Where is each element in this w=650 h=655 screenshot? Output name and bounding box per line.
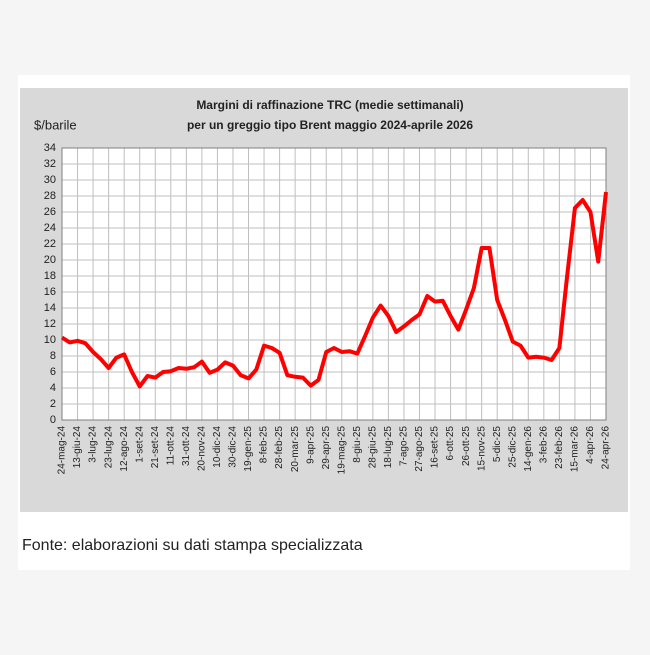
x-tick-label: 12-ago-24 (119, 426, 130, 472)
y-tick-label: 28 (44, 190, 56, 202)
x-tick-label: 28-feb-25 (274, 426, 285, 469)
x-tick-label: 8-giu-25 (352, 426, 363, 463)
x-tick-label: 9-apr-25 (305, 426, 316, 464)
marks (60, 191, 608, 389)
x-tick-label: 20-nov-24 (197, 426, 208, 471)
y-tick-label: 34 (44, 142, 56, 154)
x-tick-label: 6-ott-25 (445, 426, 456, 461)
y-tick-label: 0 (50, 414, 56, 426)
source-note: Fonte: elaborazioni su dati stampa speci… (22, 537, 363, 554)
y-axis-label: $/barile (34, 117, 77, 132)
y-tick-label: 2 (50, 398, 56, 410)
y-tick-label: 20 (44, 254, 56, 266)
x-tick-label: 28-giu-25 (367, 426, 378, 469)
x-tick-label: 15-mar-26 (570, 426, 581, 473)
x-tick-label: 10-dic-24 (212, 426, 223, 468)
y-tick-label: 8 (50, 350, 56, 362)
x-tick-label: 27-ago-25 (414, 426, 425, 472)
plot-border (61, 147, 607, 421)
y-tick-label: 30 (44, 174, 56, 186)
x-tick-label: 16-set-25 (430, 426, 441, 469)
x-tick-label: 7-ago-25 (399, 426, 410, 466)
x-tick-label: 4-apr-26 (585, 426, 596, 464)
x-tick-label: 13-giu-24 (72, 426, 83, 469)
y-tick-label: 4 (50, 382, 56, 394)
x-tick-label: 8-feb-25 (259, 426, 270, 464)
y-tick-label: 6 (50, 366, 56, 378)
x-tick-label: 21-set-24 (150, 426, 161, 469)
y-tick-label: 10 (44, 334, 56, 346)
x-tick-label: 26-ott-25 (461, 426, 472, 466)
x-tick-label: 3-feb-26 (538, 426, 549, 464)
x-tick-label: 23-lug-24 (103, 426, 114, 469)
x-tick-label: 25-dic-25 (507, 426, 518, 468)
x-tick-label: 19-mag-25 (336, 426, 347, 475)
y-tick-label: 14 (44, 302, 56, 314)
y-tick-label: 24 (44, 222, 56, 234)
x-tick-label: 18-lug-25 (383, 426, 394, 469)
x-tick-label: 5-dic-25 (492, 426, 503, 463)
x-tick-label: 19-gen-25 (243, 426, 254, 472)
x-tick-label: 3-lug-24 (88, 426, 99, 463)
plot-area (62, 148, 606, 420)
grid: 024681012141618202224262830323424-mag-24… (44, 142, 612, 474)
y-tick-label: 18 (44, 270, 56, 282)
x-tick-label: 23-feb-26 (554, 426, 565, 469)
x-tick-label: 14-gen-26 (523, 426, 534, 472)
x-tick-label: 30-dic-24 (228, 426, 239, 468)
x-tick-label: 11-ott-24 (165, 426, 176, 466)
y-tick-label: 32 (44, 158, 56, 170)
y-tick-label: 26 (44, 206, 56, 218)
y-tick-label: 16 (44, 286, 56, 298)
chart-subtitle: per un greggio tipo Brent maggio 2024-ap… (187, 118, 473, 132)
chart-title: Margini di raffinazione TRC (medie setti… (196, 98, 463, 112)
x-tick-label: 24-apr-26 (601, 426, 612, 470)
y-tick-label: 12 (44, 318, 56, 330)
y-tick-label: 22 (44, 238, 56, 250)
x-tick-label: 24-mag-24 (57, 426, 68, 475)
x-tick-label: 1-set-24 (134, 426, 145, 463)
x-tick-label: 15-nov-25 (476, 426, 487, 471)
data-line (60, 191, 608, 389)
x-tick-label: 29-apr-25 (321, 426, 332, 470)
x-tick-label: 20-mar-25 (290, 426, 301, 473)
x-tick-label: 31-ott-24 (181, 426, 192, 466)
